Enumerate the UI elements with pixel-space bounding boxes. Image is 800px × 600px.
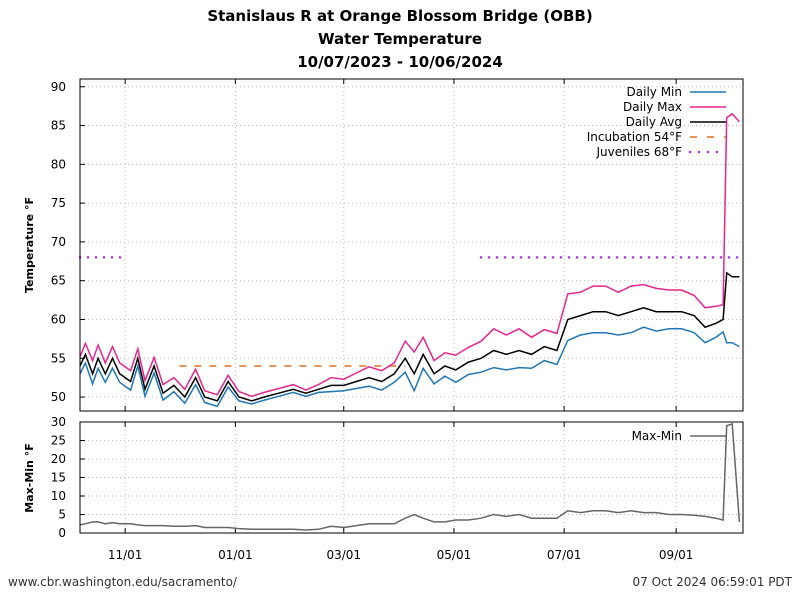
x-tick-label: 09/01 [659,548,694,562]
legend-label: Juveniles 68°F [595,145,682,159]
y-axis-label-bottom: Max-Min °F [23,443,36,512]
legend-label: Daily Avg [626,115,682,129]
series-line-daily-avg [79,271,740,402]
bottom-plot: 0 5 10 15 20 25 30 11/01 01/01 03/01 05/01 07/01 09/… [51,415,744,562]
x-tick-label: 01/01 [218,548,253,562]
y-tick-label: 65 [51,274,66,288]
legend-label: Max-Min [632,429,682,443]
y-tick-label: 60 [51,312,66,326]
y-tick-label: 55 [51,351,66,365]
y-tick-label: 10 [51,489,66,503]
x-tick-label: 07/01 [547,548,582,562]
chart-title-line-2: Water Temperature [318,30,482,48]
y-tick-label: 0 [58,526,66,540]
series-line-daily-min [79,326,740,408]
y-axis-label-top: Temperature °F [23,197,36,293]
legend-label: Daily Max [623,100,682,114]
y-tick-label: 85 [51,119,66,133]
y-tick-label: 80 [51,157,66,171]
x-tick-label: 03/01 [326,548,361,562]
y-tick-label: 25 [51,434,66,448]
x-tick-label: 11/01 [108,548,143,562]
y-tick-label: 75 [51,196,66,210]
plot-frame [79,421,744,534]
y-tick-label: 90 [51,80,66,94]
footer-timestamp: 07 Oct 2024 06:59:01 PDT [632,575,792,589]
chart-title-line-1: Stanislaus R at Orange Blossom Bridge (O… [207,7,592,25]
legend-label: Incubation 54°F [587,130,682,144]
x-tick-label: 05/01 [437,548,472,562]
footer-url: www.cbr.washington.edu/sacramento/ [8,575,238,589]
legend-label: Daily Min [627,85,682,99]
y-tick-label: 15 [51,471,66,485]
y-tick-label: 30 [51,415,66,429]
y-tick-label: 70 [51,235,66,249]
y-tick-label: 50 [51,390,66,404]
chart-title-line-3: 10/07/2023 - 10/06/2024 [297,53,503,71]
y-tick-label: 5 [58,508,66,522]
y-tick-label: 20 [51,452,66,466]
series-line-daily-max [79,112,740,398]
plot-frame [79,78,744,412]
series-line-max-min [79,422,741,531]
